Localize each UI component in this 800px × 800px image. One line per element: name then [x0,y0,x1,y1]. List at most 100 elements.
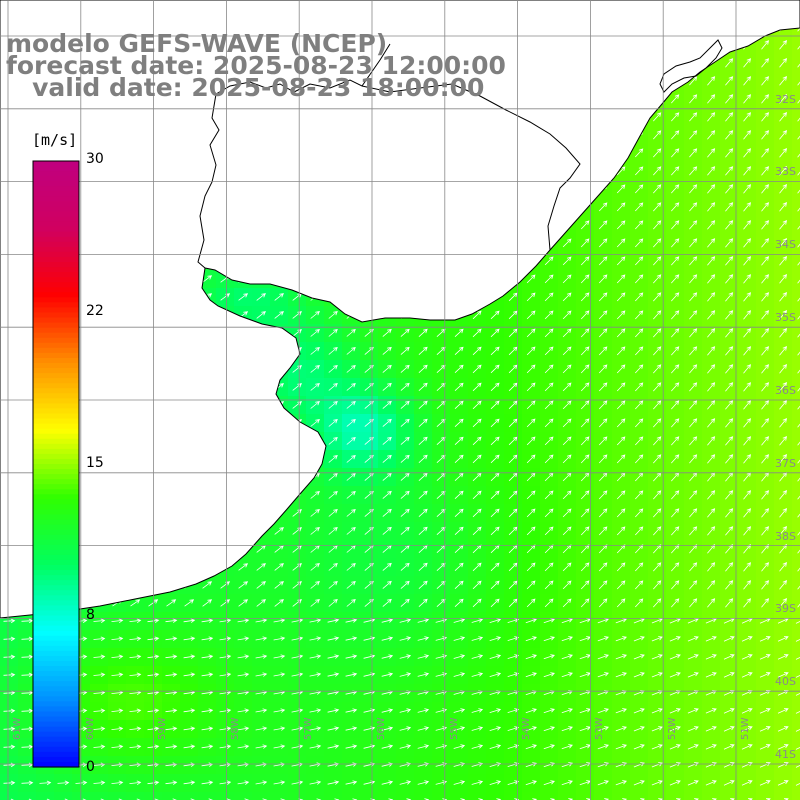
wind-vector-arrow [743,94,752,104]
wind-vector-arrow [779,274,788,284]
colorbar-segment [33,357,79,364]
colorbar-segment [33,691,79,697]
wind-speed-cell [234,792,253,800]
wind-vector-arrow [616,238,626,248]
colorbar-segment [33,262,79,268]
wind-speed-cell [756,792,775,800]
wind-vector-arrow [635,256,644,266]
colorbar-segment [33,751,79,758]
wind-vector-arrow [689,184,698,194]
wind-vector-arrow [779,166,788,176]
colorbar-segment [33,166,79,172]
colorbar-segment [33,479,79,485]
wind-vector-arrow [274,311,284,319]
colorbar-segment [33,221,79,228]
lat-label: 35S [775,311,796,324]
colorbar-segment [33,186,79,192]
wind-vector-arrow [256,311,266,319]
wind-speed-cell [198,792,217,800]
wind-vector-arrow [725,166,734,176]
colorbar-segment [33,236,79,243]
wind-vector-arrow [743,274,752,284]
wind-speed-cell [792,162,800,181]
lat-label: 36S [775,384,796,397]
wind-speed-cell [792,738,800,757]
wind-vector-arrow [580,310,590,320]
colorbar-segment [33,660,79,667]
colorbar-segment [33,428,79,435]
wind-speed-cell [684,792,703,800]
wind-vector-arrow [725,274,734,284]
colorbar-segment [33,711,79,718]
wind-vector-arrow [689,148,698,158]
wind-speed-cell [792,36,800,55]
wind-vector-arrow [707,184,716,194]
wind-vector-arrow [635,202,644,212]
wind-vector-arrow [761,130,770,140]
wind-speed-cell [630,792,649,800]
wind-vector-arrow [616,184,626,194]
colorbar-segment [33,529,79,536]
colorbar-segment [33,706,79,713]
colorbar-segment [33,211,79,218]
colorbar-segment [33,756,79,763]
wind-speed-cell [792,180,800,199]
colorbar-segment [33,736,79,743]
wind-vector-arrow [797,297,800,302]
wind-vector-arrow [707,202,716,212]
wind-vector-arrow [761,274,770,284]
wind-vector-arrow [797,45,800,50]
wind-vector-arrow [310,328,320,337]
colorbar-segment [33,352,79,359]
wind-vector-arrow [526,310,536,320]
wind-vector-arrow [761,238,770,248]
colorbar-scale [32,160,80,768]
wind-vector-arrow [689,130,698,140]
wind-vector-arrow [653,148,662,158]
wind-vector-arrow [689,310,698,320]
wind-vector-arrow [635,310,644,320]
colorbar-segment [33,681,79,687]
colorbar-tick-30: 30 [86,151,104,167]
wind-vector-arrow [562,274,572,284]
wind-vector-arrow [743,220,752,230]
colorbar-segment [33,317,79,324]
wind-vector-arrow [743,148,752,158]
colorbar-segment [33,438,79,445]
colorbar-segment [33,403,79,410]
colorbar-tick-8: 8 [86,607,95,623]
wind-vector-arrow [761,220,770,230]
colorbar-segment [33,640,79,647]
colorbar-segment [33,241,79,248]
wind-vector-arrow [671,220,680,230]
wind-vector-arrow [797,153,800,158]
wind-vector-arrow [580,238,590,248]
wind-vector-arrow [653,112,662,122]
colorbar-units: [m/s] [32,131,78,149]
colorbar-segment [33,716,79,723]
colorbar-segment [33,246,79,253]
wind-vector-arrow [707,310,716,320]
colorbar-segment [33,575,79,581]
wind-vector-arrow [635,274,644,284]
wind-speed-cell [666,792,685,800]
wind-vector-arrow [274,293,284,301]
wind-vector-arrow [616,256,626,266]
wind-vector-arrow [689,94,698,104]
wind-vector-arrow [635,292,644,302]
colorbar-segment [33,686,79,692]
wind-vector-arrow [580,220,590,230]
wind-speed-cell [792,558,800,577]
colorbar-segment [33,549,79,556]
colorbar-segment [33,499,79,505]
colorbar-segment [33,256,79,263]
colorbar-segment [33,418,79,425]
wind-speed-cell [792,342,800,361]
wind-vector-arrow [671,256,680,266]
colorbar-tick-15: 15 [86,455,104,471]
wind-vector-arrow [472,310,482,320]
lon-label: 60W [85,717,96,740]
wind-vector-arrow [707,274,716,284]
wind-vector-arrow [292,311,302,319]
